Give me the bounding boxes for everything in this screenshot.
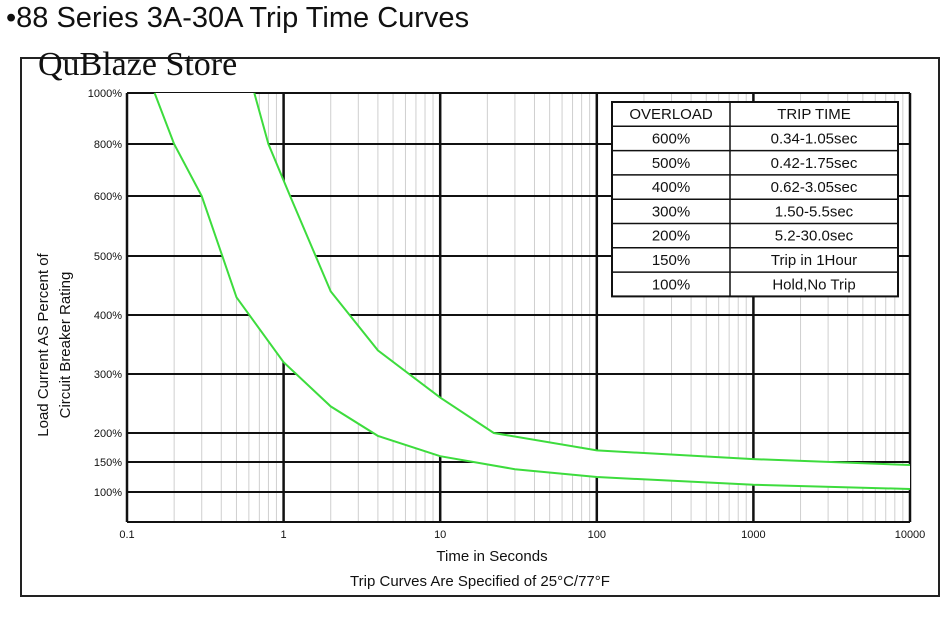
table-cell-overload: 150%	[652, 252, 690, 269]
y-tick-label: 1000%	[88, 88, 122, 100]
y-axis-label-line2: Circuit Breaker Rating	[57, 272, 74, 419]
table-cell-trip-time: Hold,No Trip	[772, 276, 855, 293]
y-tick-labels: 100% 150% 200% 300% 400% 500% 600% 800% 1000%	[88, 88, 122, 499]
table-header-cell: TRIP TIME	[777, 106, 851, 123]
y-tick-label: 800%	[94, 139, 122, 151]
x-tick-label: 100	[588, 529, 606, 541]
max-trip-curve	[253, 92, 911, 466]
table-header-cell: OVERLOAD	[629, 106, 713, 123]
band-fill	[154, 93, 911, 489]
table-cell-trip-time: 1.50-5.5sec	[775, 203, 854, 220]
min-trip-curve	[153, 92, 911, 490]
table-cell-overload: 200%	[652, 228, 690, 245]
table-cell-trip-time: 0.42-1.75sec	[771, 155, 858, 172]
table-cell-trip-time: 0.34-1.05sec	[771, 130, 858, 147]
y-tick-label: 200%	[94, 428, 122, 440]
x-tick-label: 1000	[741, 529, 765, 541]
y-tick-label: 600%	[94, 191, 122, 203]
y-tick-label: 100%	[94, 487, 122, 499]
y-tick-label: 300%	[94, 369, 122, 381]
table-cell-trip-time: Trip in 1Hour	[771, 252, 857, 269]
table-cell-overload: 400%	[652, 179, 690, 196]
x-tick-label: 10000	[895, 529, 926, 541]
y-tick-label: 500%	[94, 251, 122, 263]
y-axis-label: Load Current AS Percent of Circuit Break…	[35, 252, 74, 436]
table-cell-overload: 300%	[652, 203, 690, 220]
y-axis-label-line1: Load Current AS Percent of	[35, 252, 52, 436]
table-cell-overload: 500%	[652, 155, 690, 172]
x-tick-label: 0.1	[119, 529, 134, 541]
x-tick-labels: 0.1 1 10 100 1000 10000	[119, 529, 925, 541]
x-tick-label: 10	[434, 529, 446, 541]
table-cell-overload: 100%	[652, 276, 690, 293]
grid	[125, 92, 912, 523]
x-axis-note: Trip Curves Are Specified of 25°C/77°F	[350, 573, 610, 590]
trip-time-table: OVERLOAD TRIP TIME 600% 0.34-1.05sec 500% 0.4…	[611, 101, 899, 298]
table-cell-trip-time: 5.2-30.0sec	[775, 228, 854, 245]
trip-band	[154, 93, 911, 489]
y-tick-label: 400%	[94, 310, 122, 322]
table-cell-trip-time: 0.62-3.05sec	[771, 179, 858, 196]
table-cell-overload: 600%	[652, 130, 690, 147]
x-tick-label: 1	[281, 529, 287, 541]
series-lines	[153, 92, 911, 490]
page-title: •88 Series 3A-30A Trip Time Curves	[6, 2, 470, 34]
y-tick-label: 150%	[94, 457, 122, 469]
watermark: QuBlaze Store	[38, 46, 238, 83]
chart-frame	[20, 57, 940, 597]
x-axis-label: Time in Seconds	[436, 548, 547, 565]
